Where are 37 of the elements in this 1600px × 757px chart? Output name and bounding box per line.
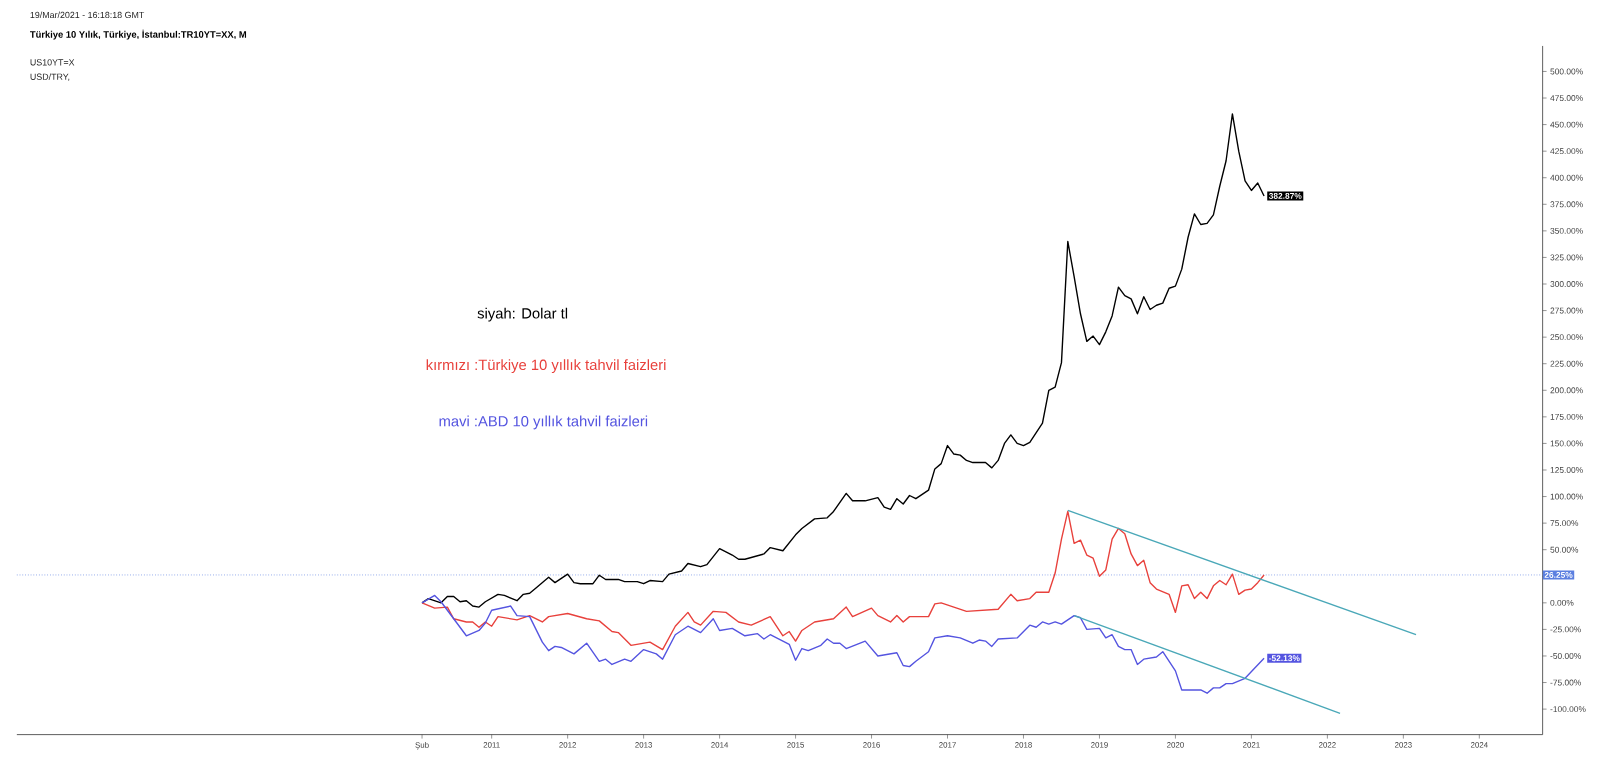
text: mavi :ABD 10 yıllık tahvil faizleri <box>439 415 648 430</box>
ref-line-label: 26.25% <box>1544 572 1573 578</box>
y-tick-label: 125.00% <box>1550 467 1583 473</box>
y-tick-label: -100.00% <box>1550 706 1586 713</box>
line-series <box>421 113 1265 608</box>
y-tick-label: 425.00% <box>1550 148 1583 155</box>
y-tick-label: 275.00% <box>1550 307 1583 314</box>
y-tick-label: -50.00% <box>1550 653 1581 659</box>
y-tick-label: -25.00% <box>1550 626 1581 633</box>
y-tick-label: 50.00% <box>1550 546 1579 553</box>
y-tick-label: 0.00% <box>1550 599 1574 606</box>
y-tick-label: 350.00% <box>1550 227 1583 234</box>
y-tick-label: 75.00% <box>1550 520 1579 527</box>
y-tick-label: 225.00% <box>1550 360 1583 367</box>
data-label: 382.87% <box>1268 193 1302 199</box>
data-label: -52.13% <box>1269 655 1300 662</box>
y-tick-label: 450.00% <box>1550 121 1583 128</box>
line-series <box>421 510 1265 651</box>
y-tick-label: 475.00% <box>1550 95 1583 102</box>
y-tick-label: 400.00% <box>1550 174 1583 181</box>
y-tick-label: 100.00% <box>1550 493 1583 500</box>
annotation: US10YT=X <box>30 59 75 66</box>
text: siyah: Dolar tl <box>477 307 568 322</box>
y-tick-label: -75.00% <box>1550 679 1581 686</box>
y-tick-label: 200.00% <box>1550 387 1583 394</box>
text: kırmızı :Türkiye 10 yıllık tahvil faizleri <box>426 359 666 374</box>
chart-title: Türkiye 10 Yılık, Türkiye, İstanbul:TR10YT=XX, M <box>30 29 247 40</box>
y-tick-label: 175.00% <box>1550 413 1583 420</box>
y-tick-label: 375.00% <box>1550 201 1583 208</box>
y-tick-label: 325.00% <box>1550 254 1583 261</box>
y-tick-label: 150.00% <box>1550 440 1583 447</box>
annotation: USD/TRY, <box>30 73 70 81</box>
y-tick-label: 300.00% <box>1550 281 1583 287</box>
text: 19/Mar/2021 - 16:18:18 GMT <box>30 11 145 19</box>
y-tick-label: 500.00% <box>1550 68 1583 75</box>
y-tick-label: 250.00% <box>1550 334 1583 341</box>
line-series <box>421 594 1265 694</box>
